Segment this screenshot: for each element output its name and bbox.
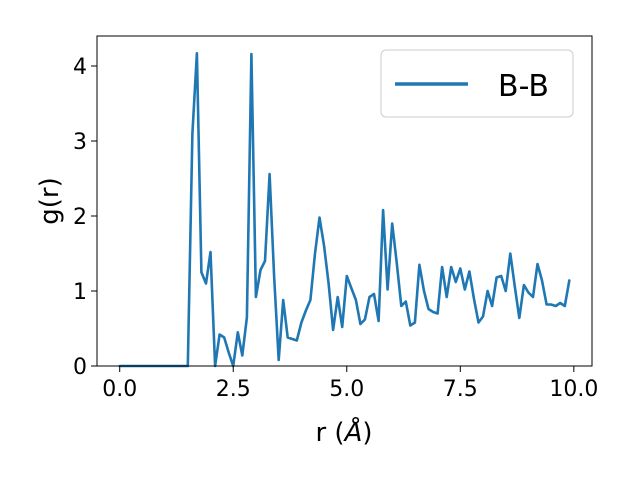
x-axis: 0.0 2.5 5.0 7.5 10.0 — [102, 366, 598, 402]
plot-content — [118, 51, 571, 368]
x-axis-title: r (Å) — [315, 416, 372, 448]
x-axis-unit: Å — [343, 416, 363, 448]
legend-label: B-B — [498, 69, 549, 104]
x-tick-label: 2.5 — [216, 377, 251, 402]
plot-frame — [96, 35, 593, 367]
y-axis: 0 1 2 3 4 — [73, 55, 97, 380]
x-tick-label: 10.0 — [549, 377, 598, 402]
y-axis-title: g(r) — [35, 177, 65, 224]
x-tick-label: 7.5 — [443, 377, 478, 402]
y-tick-label: 4 — [73, 55, 87, 80]
y-tick-label: 2 — [73, 205, 87, 230]
y-tick-label: 1 — [73, 280, 87, 305]
series-line-b-b — [118, 51, 571, 368]
legend: B-B — [380, 49, 574, 118]
legend-box — [380, 49, 574, 118]
x-tick-label: 5.0 — [329, 377, 364, 402]
y-tick-label: 3 — [73, 130, 87, 155]
x-tick-label: 0.0 — [102, 377, 137, 402]
y-tick-label: 0 — [73, 355, 87, 380]
